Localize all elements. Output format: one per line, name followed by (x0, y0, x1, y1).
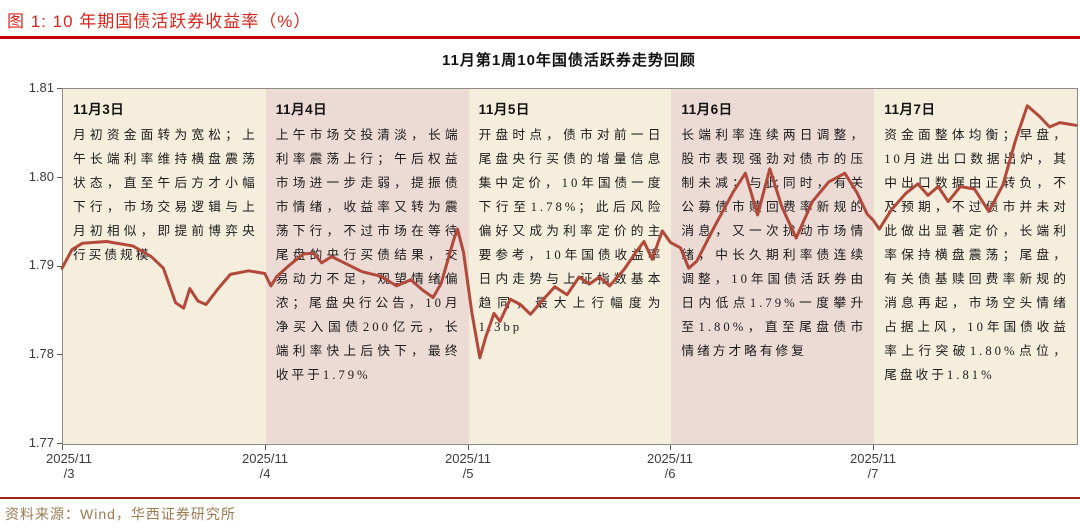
x-axis-label-line2: /5 (462, 466, 474, 481)
y-axis-label: 1.80 (28, 169, 54, 184)
day-panel-nov4: 11月4日 上午市场交投清淡，长端利率震荡上行；午后权益市场进一步走弱，提振债市… (265, 89, 469, 444)
day-panel-nov7: 11月7日 资金面整体均衡；早盘，10月进出口数据出炉，其中出口数据由正转负，不… (874, 89, 1077, 444)
x-axis-label-line2: /7 (867, 466, 879, 481)
plot-area: 11月3日 月初资金面转为宽松；上午长端利率维持横盘震荡状态，直至午后方才小幅下… (62, 88, 1078, 445)
panel-annotation: 月初资金面转为宽松；上午长端利率维持横盘震荡状态，直至午后方才小幅下行，市场交易… (73, 128, 258, 262)
x-axis-label-line1: 2025/11 (241, 451, 289, 466)
y-axis-label: 1.78 (28, 346, 54, 361)
x-tick (265, 445, 266, 450)
source-text: 资料来源：Wind，华西证券研究所 (5, 506, 236, 522)
chart-title: 11月第1周10年国债活跃券走势回顾 (442, 52, 696, 69)
figure-title: 图 1: 10 年期国债活跃券收益率（%） (7, 12, 312, 31)
y-tick (57, 443, 62, 444)
y-axis-label: 1.77 (28, 435, 54, 450)
x-tick (670, 445, 671, 450)
panel-date: 11月4日 (275, 102, 328, 117)
x-axis-label-line1: 2025/11 (444, 451, 492, 466)
yield-line-svg (60, 104, 1078, 360)
x-axis-label: 2025/11 /3 (24, 451, 114, 481)
panel-annotation: 长端利率连续两日调整，股市表现强劲对债市的压制未减；与此同时，有关公募债市赎回费… (681, 128, 867, 358)
day-panel-nov3: 11月3日 月初资金面转为宽松；上午长端利率维持横盘震荡状态，直至午后方才小幅下… (63, 89, 266, 444)
x-axis-label: 2025/11 /4 (220, 451, 310, 481)
x-axis-label-line2: /4 (259, 466, 271, 481)
panel-date: 11月7日 (884, 102, 936, 117)
panel-date: 11月5日 (478, 102, 530, 117)
x-axis-label-line1: 2025/11 (45, 451, 93, 466)
y-axis-label: 1.79 (28, 257, 54, 272)
panel-annotation: 上午市场交投清淡，长端利率震荡上行；午后权益市场进一步走弱，提振债市情绪，收益率… (275, 128, 461, 382)
source-divider-line (0, 497, 1080, 499)
panel-annotation: 资金面整体均衡；早盘，10月进出口数据出炉，其中出口数据由正转负，不及预期，不过… (884, 128, 1069, 382)
y-tick (57, 88, 62, 89)
x-axis-label-line1: 2025/11 (646, 451, 694, 466)
x-axis-label: 2025/11 /6 (625, 451, 715, 481)
panel-date: 11月3日 (73, 102, 125, 117)
x-tick (873, 445, 874, 450)
panel-annotation: 开盘时点，债市对前一日尾盘央行买债的增量信息集中定价，10年国债一度下行至1.7… (478, 128, 664, 334)
x-axis-label-line2: /6 (664, 466, 676, 481)
title-divider-line (0, 36, 1080, 39)
panel-date: 11月6日 (681, 102, 733, 117)
y-axis-label: 1.81 (28, 80, 54, 95)
y-tick (57, 354, 62, 355)
x-tick (468, 445, 469, 450)
x-axis-label: 2025/11 /7 (828, 451, 918, 481)
day-panel-nov6: 11月6日 长端利率连续两日调整，股市表现强劲对债市的压制未减；与此同时，有关公… (671, 89, 875, 444)
x-axis-label: 2025/11 /5 (423, 451, 513, 481)
x-axis-label-line1: 2025/11 (849, 451, 897, 466)
x-tick (62, 445, 63, 450)
y-tick (57, 177, 62, 178)
y-tick (57, 266, 62, 267)
yield-line (60, 104, 1078, 360)
day-panel-nov5: 11月5日 开盘时点，债市对前一日尾盘央行买债的增量信息集中定价，10年国债一度… (468, 89, 672, 444)
x-axis-label-line2: /3 (63, 466, 75, 481)
